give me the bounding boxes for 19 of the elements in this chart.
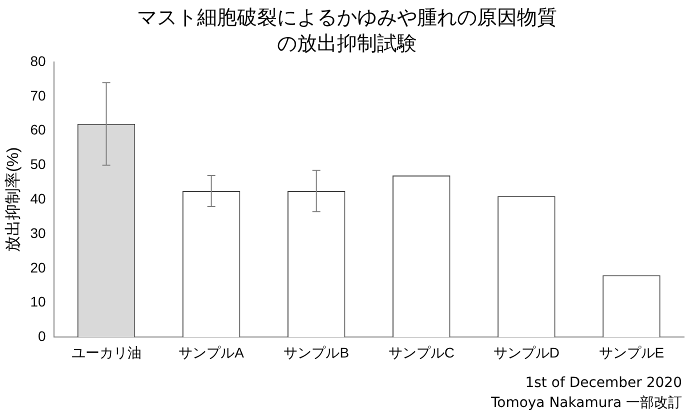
x-tick-label: サンプルC	[388, 344, 454, 360]
y-tick-label: 10	[30, 294, 46, 310]
text: Tomoya Nakamura 一部改訂	[490, 394, 682, 413]
x-tick-label: サンプルB	[284, 344, 350, 360]
y-axis-title: 放出抑制率(%)	[4, 147, 22, 252]
y-tick-label: 70	[30, 87, 46, 104]
y-tick-label: 60	[30, 122, 46, 138]
y-tick-label: 80	[30, 52, 46, 69]
x-tick-label: サンプルE	[598, 344, 664, 360]
y-tick-label: 20	[30, 259, 46, 276]
y-tick-label: 50	[30, 156, 46, 172]
text: 1st of December 2020	[524, 374, 682, 393]
y-tick-label: 30	[30, 224, 46, 241]
x-tick-label: ユーカリ油	[71, 344, 142, 360]
chart-title: マスト細胞破裂によるかゆみや腫れの原因物質の放出抑制試験	[136, 4, 558, 56]
y-tick-label: 40	[30, 190, 46, 206]
x-tick-label: サンプルA	[178, 344, 245, 360]
x-tick-label: サンプルD	[493, 344, 560, 360]
y-tick-label: 0	[38, 328, 46, 344]
